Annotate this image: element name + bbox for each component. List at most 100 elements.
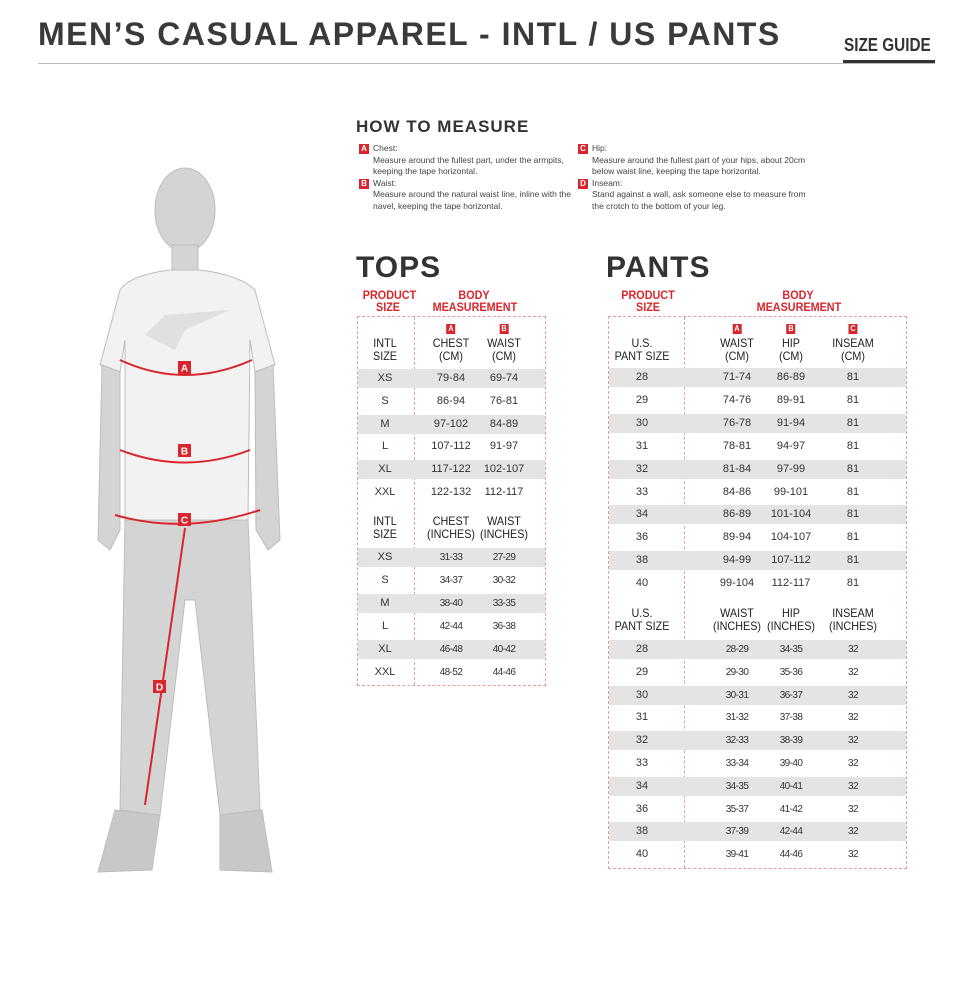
measurement-cell: 38-39: [779, 735, 803, 747]
size-cell: 34: [635, 779, 649, 792]
table-row: 29 29-30 35-36 32: [609, 663, 906, 682]
measurement-cell: 36-38: [492, 621, 516, 632]
how-to-measure-title: HOW TO MEASURE: [356, 117, 530, 136]
column-header: INSEAM (INCHES): [829, 607, 877, 633]
table-row: 29 74-76 89-91 81: [609, 391, 906, 410]
column-header: U.S. PANT SIZE: [615, 607, 670, 633]
measurement-cell: 81: [846, 508, 860, 521]
size-cell: M: [380, 597, 390, 609]
size-cell: 34: [635, 508, 649, 521]
table-row: 33 33-34 39-40 32: [609, 754, 906, 773]
measure-badge: B: [786, 324, 796, 334]
measurement-cell: 32: [848, 803, 859, 815]
measurement-cell: 27-29: [492, 552, 516, 563]
measure-badge: A: [446, 324, 456, 334]
table-row: XL 117-122 102-107: [358, 460, 545, 480]
measurement-cell: 101-104: [770, 508, 812, 521]
column-header-label: HIP (CM): [779, 336, 803, 363]
column-header-label: CHEST (INCHES): [426, 514, 476, 541]
table-row: 38 37-39 42-44 32: [609, 822, 906, 842]
measurement-cell: 32: [848, 666, 859, 678]
measurement-cell: 89-91: [776, 393, 806, 406]
column-header-label: INTL SIZE: [372, 336, 398, 363]
instruction-label: Inseam:: [592, 177, 623, 188]
size-cell: S: [381, 574, 389, 586]
size-cell: 32: [635, 734, 649, 747]
tops-body-measurement-label: BODY MEASUREMENT: [432, 288, 518, 314]
measurement-cell: 112-117: [771, 577, 811, 590]
column-header: WAIST (INCHES): [713, 607, 761, 633]
badge-b: B: [359, 178, 369, 189]
chest-arrow: [119, 359, 253, 376]
measurement-cell: 34-35: [725, 780, 749, 792]
measurement-cell: 39-41: [725, 849, 749, 861]
size-cell: S: [381, 394, 389, 407]
measurement-cell: 81: [846, 371, 860, 383]
pants-product-size-label: PRODUCT SIZE: [621, 288, 675, 314]
measurement-cell: 38-40: [439, 598, 463, 609]
measurement-cell: 30-31: [725, 689, 749, 701]
waist-arrow: [119, 449, 251, 464]
table-row: 31 78-81 94-97 81: [609, 437, 906, 456]
measurement-cell: 42-44: [779, 826, 803, 838]
measurement-cell: 107-112: [771, 554, 811, 567]
measurement-cell: 81: [846, 462, 860, 475]
marker-c: C: [181, 516, 188, 527]
measurement-cell: 81-84: [722, 462, 752, 475]
table-row: 30 76-78 91-94 81: [609, 413, 906, 433]
size-cell: 33: [635, 485, 649, 498]
size-cell: XS: [377, 551, 393, 563]
measurement-cell: 89-94: [722, 531, 752, 544]
size-cell: 38: [635, 825, 649, 838]
size-cell: 29: [635, 665, 649, 678]
table-row: 38 94-99 107-112 81: [609, 551, 906, 571]
size-cell: XS: [377, 372, 393, 384]
column-header-label: CHEST (CM): [432, 336, 470, 363]
measurement-cell: 86-89: [776, 371, 806, 383]
measurement-cell: 33-34: [725, 758, 749, 769]
measurement-cell: 91-97: [489, 440, 519, 453]
measurement-cell: 69-74: [489, 372, 519, 384]
measurement-cell: 32: [848, 758, 859, 769]
instruction-text: Stand against a wall, ask someone else t…: [592, 189, 806, 211]
table-row: 36 35-37 41-42 32: [609, 800, 906, 819]
tops-product-size-label: PRODUCT SIZE: [362, 288, 417, 314]
table-row: 40 99-104 112-117 81: [609, 574, 906, 593]
table-row: 32 81-84 97-99 81: [609, 459, 906, 479]
column-header: A WAIST (CM): [720, 321, 754, 363]
table-row: 32 32-33 38-39 32: [609, 731, 906, 751]
size-cell: 36: [635, 802, 649, 815]
measurement-cell: 91-94: [776, 416, 806, 429]
size-cell: L: [381, 620, 389, 632]
instruction-chest: A Chest: Measure around the fullest part, …: [357, 143, 587, 178]
table-row: XXL 48-52 44-46: [358, 663, 545, 682]
column-header: INTL SIZE: [373, 515, 397, 541]
size-cell: 30: [635, 416, 649, 429]
measurement-cell: 31-32: [725, 712, 749, 724]
marker-a: A: [181, 364, 188, 375]
measurement-cell: 117-122: [431, 463, 471, 476]
size-cell: 28: [635, 371, 649, 383]
measurement-cell: 39-40: [779, 758, 803, 769]
table-row: XS 31-33 27-29: [358, 548, 545, 567]
table-row: 40 39-41 44-46 32: [609, 845, 906, 864]
marker-b: B: [181, 447, 188, 458]
measure-badge: B: [499, 324, 509, 334]
measurement-cell: 84-89: [489, 417, 519, 430]
column-header-label: U.S. PANT SIZE: [614, 336, 670, 363]
measurement-cell: 86-89: [722, 508, 752, 521]
instruction-inseam: D Inseam: Stand against a wall, ask someon…: [576, 178, 806, 213]
table-row: M 38-40 33-35: [358, 594, 545, 613]
measurement-cell: 112-117: [484, 486, 524, 498]
table-row: 34 34-35 40-41 32: [609, 776, 906, 796]
badge-c: C: [578, 144, 588, 154]
measurement-cell: 86-94: [436, 394, 466, 407]
measurement-cell: 81: [846, 485, 860, 498]
measurement-cell: 81: [846, 554, 860, 567]
instruction-label: Waist:: [373, 177, 397, 188]
column-header: B WAIST (CM): [487, 321, 521, 363]
measurement-cell: 97-99: [776, 462, 806, 475]
badge-a: A: [359, 144, 369, 154]
measurement-cell: 97-102: [433, 417, 469, 430]
